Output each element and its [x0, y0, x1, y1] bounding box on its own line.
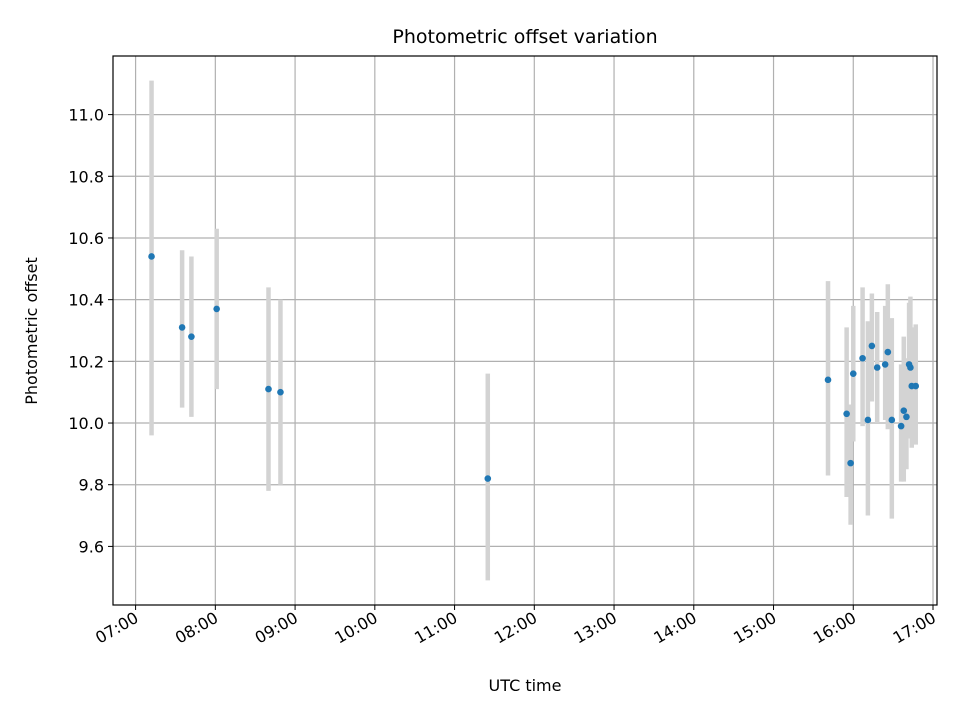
- x-axis-label: UTC time: [489, 676, 562, 695]
- y-tick-label: 9.8: [79, 476, 104, 495]
- y-tick-label: 11.0: [68, 106, 104, 125]
- data-point: [188, 333, 195, 340]
- data-point: [213, 305, 220, 313]
- data-point: [907, 364, 914, 371]
- data-point: [897, 422, 905, 430]
- y-tick-label: 9.6: [79, 537, 104, 556]
- data-points: [148, 253, 920, 482]
- data-point: [824, 376, 832, 384]
- data-point: [881, 361, 889, 368]
- y-tick-label: 10.0: [68, 414, 104, 433]
- data-point: [843, 410, 850, 418]
- data-point: [912, 382, 920, 390]
- y-tick-label: 10.2: [68, 352, 104, 371]
- data-point: [859, 354, 866, 362]
- y-tick-label: 10.8: [68, 167, 104, 186]
- plot-frame: [112, 55, 938, 606]
- data-point: [178, 324, 186, 331]
- chart-title: Photometric offset variation: [392, 26, 657, 48]
- data-point: [277, 388, 284, 396]
- y-axis-label: Photometric offset: [22, 257, 41, 405]
- data-point: [868, 342, 876, 350]
- data-point: [484, 475, 492, 482]
- y-tick-label: 10.6: [68, 229, 104, 248]
- data-point: [903, 413, 910, 421]
- data-point: [888, 416, 896, 424]
- data-point: [847, 459, 854, 467]
- y-axis-ticks: 9.6 9.8 10.0 10.2 10.4 10.6 10.8 11.0: [68, 106, 113, 556]
- data-point: [864, 416, 872, 424]
- data-point: [265, 385, 272, 393]
- y-tick-label: 10.4: [68, 291, 104, 310]
- data-point: [849, 370, 857, 377]
- data-point: [884, 348, 892, 356]
- data-point: [900, 407, 908, 414]
- grid: [113, 56, 937, 605]
- data-point: [873, 364, 881, 371]
- data-point: [148, 253, 155, 260]
